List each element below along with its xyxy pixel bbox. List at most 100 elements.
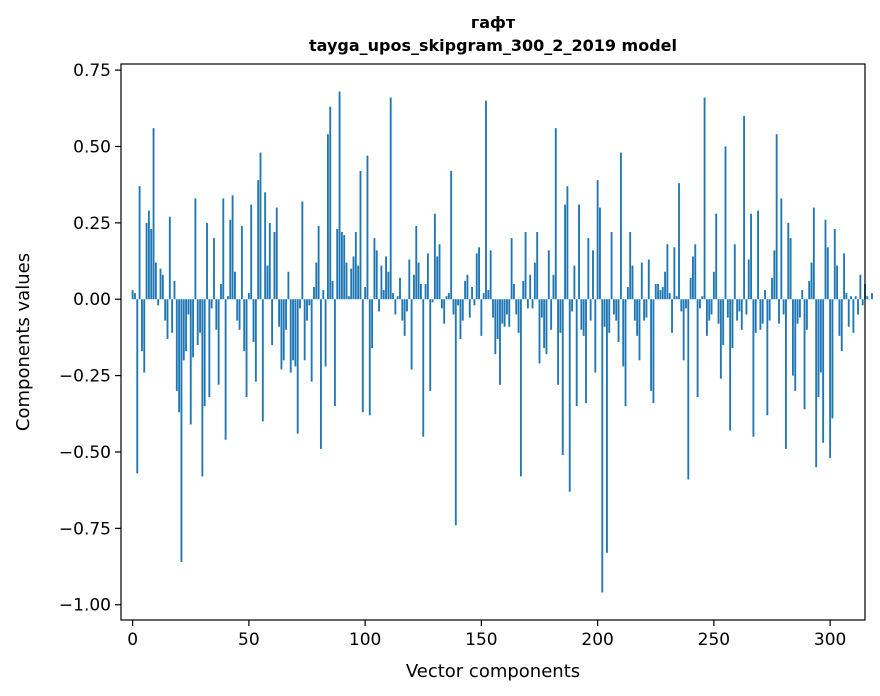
bar-36 <box>215 299 218 330</box>
bar-98 <box>359 170 362 300</box>
bar-27 <box>194 198 197 300</box>
bar-273 <box>766 299 769 416</box>
bar-195 <box>585 299 587 404</box>
bar-55 <box>259 152 262 300</box>
bar-62 <box>275 207 278 300</box>
bar-63 <box>278 299 281 327</box>
bar-57 <box>264 192 267 300</box>
bar-110 <box>387 271 390 300</box>
bar-50 <box>247 293 250 300</box>
bar-29 <box>199 299 201 333</box>
bar-114 <box>396 296 399 300</box>
bar-207 <box>612 299 615 315</box>
y-tick-label: 0.75 <box>73 61 111 81</box>
bar-217 <box>636 299 639 336</box>
bar-104 <box>373 238 376 300</box>
bar-18 <box>173 280 176 300</box>
bar-270 <box>759 299 762 330</box>
bar-81 <box>320 299 322 449</box>
bar-126 <box>424 283 427 300</box>
bar-299 <box>826 247 829 300</box>
x-tick-label: 150 <box>465 630 497 650</box>
bar-125 <box>422 299 425 437</box>
bar-226 <box>657 283 660 300</box>
x-tick-label: 250 <box>698 630 730 650</box>
bar-71 <box>296 299 299 434</box>
bar-69 <box>292 299 294 361</box>
x-tick-label: 200 <box>581 630 613 650</box>
bar-224 <box>652 299 655 404</box>
bar-137 <box>450 170 453 300</box>
y-tick-label: 0.50 <box>73 137 111 157</box>
bar-152 <box>485 100 487 300</box>
bar-293 <box>812 207 815 300</box>
y-tick-label: −0.25 <box>59 367 111 387</box>
bar-146 <box>471 287 473 300</box>
bar-285 <box>794 299 797 391</box>
bar-79 <box>315 262 318 300</box>
bar-147 <box>473 299 476 306</box>
bar-94 <box>350 268 353 300</box>
bar-178 <box>545 299 548 355</box>
bar-138 <box>452 299 455 315</box>
bar-141 <box>459 299 462 339</box>
bar-190 <box>573 265 576 300</box>
bar-182 <box>554 128 557 300</box>
bar-4 <box>141 299 143 352</box>
y-tick-label: −1.00 <box>59 596 111 616</box>
bar-271 <box>761 299 764 324</box>
bar-163 <box>510 238 513 300</box>
bar-245 <box>701 296 704 300</box>
bar-101 <box>366 155 369 300</box>
bar-119 <box>408 259 411 300</box>
bar-305 <box>840 299 843 352</box>
bar-167 <box>519 299 522 477</box>
bar-122 <box>415 225 418 300</box>
bar-176 <box>540 299 543 318</box>
bar-91 <box>343 235 346 300</box>
bar-116 <box>401 299 404 321</box>
bar-304 <box>838 299 841 336</box>
bar-189 <box>571 299 573 312</box>
bar-306 <box>843 253 846 300</box>
bar-28 <box>196 299 199 346</box>
bar-85 <box>329 106 332 300</box>
bar-229 <box>664 271 666 300</box>
bar-281 <box>785 299 787 449</box>
bar-309 <box>850 296 852 300</box>
bar-127 <box>426 253 429 300</box>
bar-117 <box>403 299 406 336</box>
chart-subtitle: tayga_upos_skipgram_300_2_2019 model <box>309 36 677 55</box>
bar-73 <box>301 201 304 300</box>
bar-13 <box>161 274 164 300</box>
bar-135 <box>445 296 448 300</box>
bar-102 <box>368 299 371 416</box>
bar-307 <box>845 293 848 300</box>
bar-240 <box>689 277 692 300</box>
bar-96 <box>354 232 357 300</box>
bar-236 <box>680 299 683 312</box>
bar-56 <box>261 299 264 422</box>
bar-60 <box>271 299 274 346</box>
bar-227 <box>659 290 662 300</box>
bar-312 <box>857 299 859 315</box>
bar-37 <box>217 299 220 385</box>
bar-161 <box>506 299 508 315</box>
bar-212 <box>624 299 627 407</box>
bar-32 <box>206 222 208 300</box>
bar-35 <box>213 238 215 300</box>
bar-9 <box>152 128 155 300</box>
bar-162 <box>508 299 511 327</box>
bar-43 <box>231 195 234 300</box>
bar-295 <box>817 299 820 397</box>
bar-171 <box>529 274 532 300</box>
bar-23 <box>185 299 188 352</box>
bar-223 <box>650 299 653 391</box>
bar-53 <box>254 299 257 382</box>
bar-218 <box>638 299 641 361</box>
bar-238 <box>685 299 687 309</box>
y-axis-label: Components values <box>13 253 34 431</box>
bar-165 <box>515 299 518 315</box>
bar-159 <box>501 299 504 324</box>
bar-39 <box>222 198 225 300</box>
